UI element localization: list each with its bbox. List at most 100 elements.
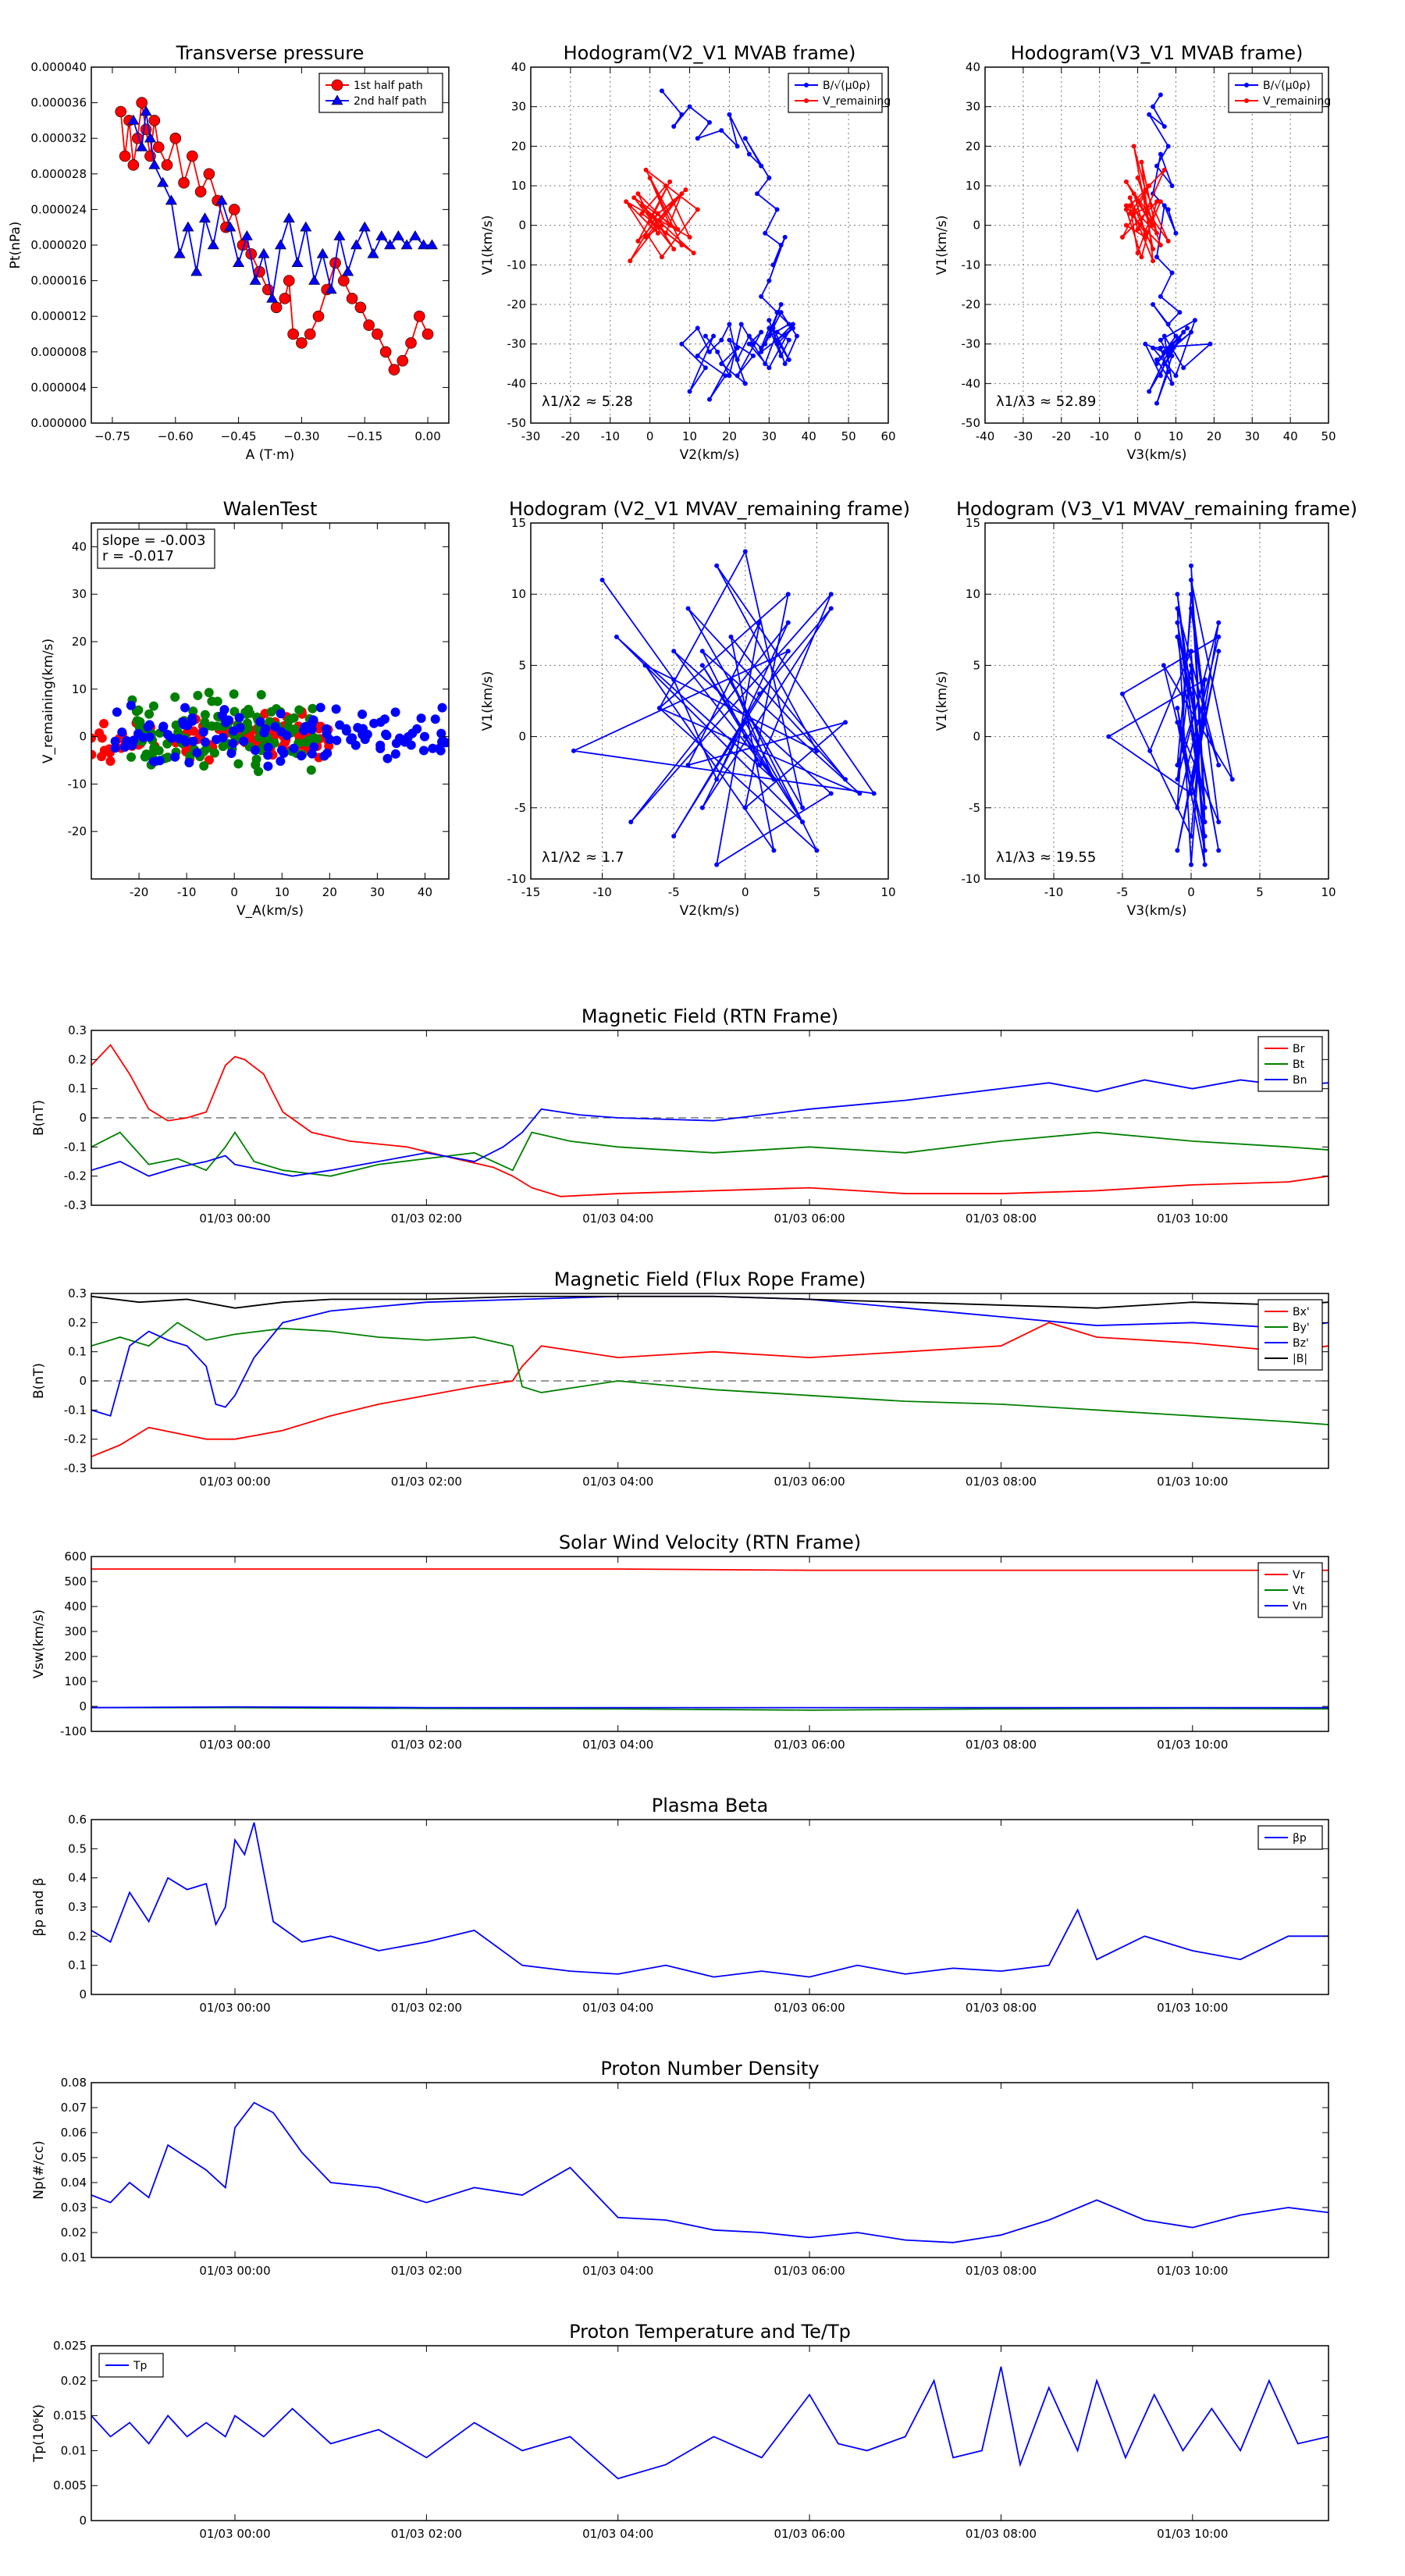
data-point bbox=[790, 322, 795, 327]
data-point bbox=[735, 345, 740, 350]
chart-title: Hodogram(V2_V1 MVAB frame) bbox=[564, 42, 856, 64]
legend-marker bbox=[1244, 98, 1249, 103]
data-point bbox=[1151, 222, 1156, 228]
data-point bbox=[1216, 820, 1222, 825]
data-point bbox=[1151, 345, 1156, 350]
data-point bbox=[259, 728, 269, 738]
data-point bbox=[126, 752, 137, 762]
data-point bbox=[828, 606, 834, 611]
data-point bbox=[1181, 329, 1186, 335]
data-point bbox=[771, 848, 777, 853]
data-point bbox=[778, 310, 784, 315]
x-tick-label: -20 bbox=[1052, 429, 1072, 443]
plot-area bbox=[91, 2366, 1329, 2480]
data-point bbox=[1147, 748, 1153, 753]
y-tick-label: 0.000008 bbox=[30, 345, 87, 359]
x-tick-label: 0.00 bbox=[414, 429, 440, 443]
legend: Tp bbox=[98, 2353, 164, 2378]
data-point bbox=[628, 258, 633, 264]
series-line bbox=[571, 549, 876, 866]
data-point bbox=[651, 215, 656, 220]
y-tick-label: 5 bbox=[518, 658, 526, 672]
x-tick-label: 01/03 00:00 bbox=[199, 1212, 270, 1226]
data-point bbox=[436, 728, 446, 738]
y-tick-label: 0 bbox=[973, 219, 980, 233]
data-point bbox=[226, 748, 237, 758]
data-point bbox=[283, 275, 295, 286]
data-point bbox=[702, 333, 708, 339]
data-point bbox=[1123, 179, 1129, 184]
legend-label: V_remaining bbox=[1263, 95, 1331, 108]
data-point bbox=[663, 183, 669, 188]
y-axis-label: Vsw(km/s) bbox=[31, 1610, 47, 1679]
data-point bbox=[1165, 322, 1171, 327]
data-point bbox=[786, 357, 791, 362]
y-tick-label: -20 bbox=[962, 297, 981, 311]
x-tick-label: -10 bbox=[1044, 885, 1064, 899]
data-point bbox=[746, 341, 752, 347]
x-tick-label: 01/03 02:00 bbox=[391, 1738, 462, 1752]
legend-label: B/√(μ0ρ) bbox=[1263, 80, 1311, 92]
data-point bbox=[249, 275, 261, 285]
x-tick-label: -15 bbox=[521, 885, 541, 899]
data-point bbox=[1175, 706, 1180, 711]
data-point bbox=[250, 745, 260, 756]
y-axis-label: Tp(10⁶K) bbox=[31, 2404, 47, 2463]
series-line bbox=[91, 1822, 1329, 1978]
stats-box bbox=[97, 528, 215, 569]
chart-title: Hodogram (V2_V1 MVAV_remaining frame) bbox=[509, 498, 910, 520]
data-point bbox=[96, 752, 106, 762]
data-point bbox=[161, 159, 173, 171]
data-point bbox=[221, 717, 231, 728]
y-tick-label: -0.1 bbox=[64, 1403, 87, 1417]
data-point bbox=[767, 333, 772, 339]
y-tick-label: 20 bbox=[72, 635, 87, 649]
y-tick-label: 10 bbox=[511, 179, 526, 193]
data-point bbox=[270, 301, 283, 314]
data-point bbox=[679, 112, 685, 117]
legend-label: Tp bbox=[133, 2360, 148, 2372]
legend-box bbox=[318, 73, 443, 113]
series-line bbox=[91, 1706, 1329, 1709]
data-point bbox=[190, 265, 203, 276]
data-point bbox=[308, 715, 318, 725]
series-line bbox=[91, 2101, 1329, 2243]
x-tick-label: 30 bbox=[370, 885, 385, 899]
data-point bbox=[778, 243, 784, 247]
data-point bbox=[1161, 663, 1166, 668]
data-point bbox=[647, 175, 653, 180]
data-point bbox=[219, 705, 229, 715]
data-point bbox=[300, 721, 310, 731]
data-point bbox=[354, 301, 367, 314]
series-line bbox=[625, 169, 699, 262]
data-point bbox=[786, 322, 791, 327]
data-point bbox=[1189, 329, 1193, 335]
x-tick-label: 01/03 02:00 bbox=[391, 2527, 462, 2541]
y-tick-label: 0.2 bbox=[68, 1315, 87, 1329]
data-point bbox=[127, 159, 140, 171]
data-point bbox=[294, 705, 304, 715]
data-point bbox=[746, 333, 752, 339]
x-tick-label: 0 bbox=[742, 885, 749, 899]
plot-frame bbox=[91, 522, 450, 880]
y-tick-label: 0 bbox=[518, 730, 526, 744]
data-point bbox=[1216, 649, 1222, 654]
data-point bbox=[663, 230, 669, 236]
legend: B/√(μ0ρ) V_remaining bbox=[1228, 73, 1331, 113]
data-point bbox=[1189, 862, 1193, 867]
data-point bbox=[1175, 805, 1180, 810]
y-tick-label: 0.5 bbox=[68, 1841, 87, 1856]
data-point bbox=[738, 322, 744, 327]
data-point bbox=[347, 733, 357, 743]
data-point bbox=[263, 761, 273, 771]
data-point bbox=[1135, 226, 1140, 232]
data-point bbox=[1165, 207, 1171, 212]
x-tick-label: 40 bbox=[418, 885, 432, 899]
data-point bbox=[407, 728, 418, 738]
data-point bbox=[178, 176, 190, 189]
chart-title: Hodogram(V3_V1 MVAB frame) bbox=[1011, 42, 1304, 64]
data-point bbox=[635, 238, 641, 244]
data-point bbox=[418, 239, 430, 250]
data-point bbox=[767, 365, 772, 371]
